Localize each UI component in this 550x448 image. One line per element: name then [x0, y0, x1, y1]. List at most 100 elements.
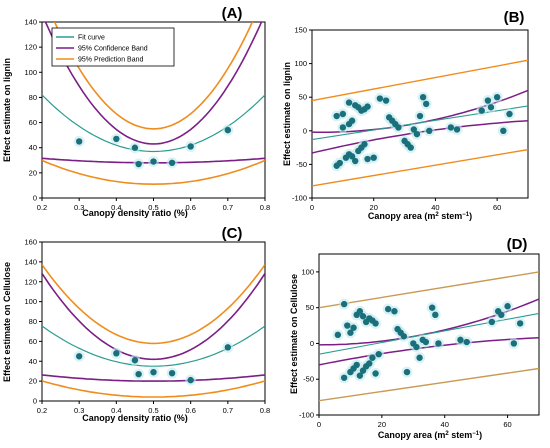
data-point: [150, 158, 157, 165]
prediction-band-upper: [319, 271, 539, 309]
x-axis-title: Canopy area (m2 stem−1): [368, 211, 472, 221]
x-tick-label: 60: [493, 203, 501, 212]
data-point: [131, 357, 139, 364]
data-point: [344, 322, 351, 329]
data-point: [339, 110, 347, 118]
x-axis-title-part: stem: [439, 211, 463, 221]
confidence-band-upper: [42, 272, 265, 361]
x-axis-title-part: stem: [449, 430, 473, 440]
y-tick-label: -50: [303, 375, 314, 384]
x-tick-label: 40: [431, 203, 439, 212]
x-tick-label: 0.6: [185, 203, 195, 212]
data-point: [395, 124, 402, 131]
data-point: [416, 112, 424, 120]
y-tick-label: 140: [24, 257, 37, 266]
y-tick-label: 40: [29, 357, 37, 366]
prediction-band-lower: [312, 148, 528, 187]
x-tick-label: 20: [378, 420, 386, 429]
y-tick-label: 120: [24, 43, 37, 52]
y-tick-label: 120: [24, 277, 37, 286]
data-point: [463, 338, 470, 346]
data-point: [504, 303, 511, 310]
confidence-band-lower: [319, 336, 539, 366]
x-tick-label: 0.5: [148, 203, 158, 212]
data-point: [478, 107, 485, 114]
x-tick-label: 0.7: [223, 203, 233, 212]
y-tick-label: 0: [303, 126, 307, 135]
panel-c: 0.2 0.3 0.4 0.5 0.6 0.7 0.8 0 20 40 60 80 100 120 140 1…: [2, 225, 270, 423]
y-tick-label: 0: [33, 397, 37, 406]
data-point: [364, 103, 371, 110]
data-point: [350, 324, 357, 331]
x-tick-label: 0.6: [185, 406, 195, 415]
confidence-band-upper: [44, 22, 263, 145]
data-point: [453, 126, 461, 133]
data-point: [187, 143, 194, 150]
data-point: [416, 354, 423, 361]
data-point: [340, 374, 348, 381]
y-tick-label: 150: [294, 26, 307, 35]
y-tick-label: 160: [24, 238, 37, 247]
y-tick-label: 20: [29, 377, 37, 386]
data-point: [347, 329, 354, 336]
y-axis-title: Effect estimate on lignin: [2, 58, 12, 162]
x-tick-label: 0.8: [260, 406, 270, 415]
data-point: [422, 338, 430, 346]
x-tick-label: 0.5: [148, 406, 158, 415]
data-point: [359, 313, 367, 320]
prediction-band-lower: [42, 380, 265, 398]
prediction-band-upper: [42, 264, 265, 345]
panel-label: (D): [507, 236, 528, 253]
data-point: [413, 130, 421, 138]
data-point: [510, 340, 518, 347]
data-point: [369, 354, 376, 361]
data-point: [353, 361, 360, 369]
data-point: [384, 305, 392, 313]
data-point: [426, 127, 433, 134]
data-point: [516, 320, 524, 327]
x-axis-title-part: ): [479, 430, 482, 440]
legend-label: Fit curve: [78, 35, 105, 42]
x-axis-title-part: ): [469, 211, 472, 221]
data-point: [348, 117, 356, 124]
data-point: [352, 157, 359, 165]
y-tick-label: 50: [299, 93, 307, 102]
data-point: [339, 124, 347, 131]
panel-a: 0.2 0.3 0.4 0.5 0.6 0.7 0.8 0 20 40 60 80 100 120 140 C…: [2, 5, 270, 218]
x-tick-label: 0.3: [74, 406, 84, 415]
y-tick-label: 140: [24, 18, 37, 27]
x-axis-title-sup: 2: [435, 212, 439, 218]
x-tick-label: 0.7: [223, 406, 233, 415]
y-tick-label: 0: [310, 339, 314, 348]
data-point: [361, 141, 368, 148]
prediction-band-lower: [42, 159, 265, 186]
data-point: [340, 300, 348, 308]
data-point: [345, 99, 353, 106]
data-point: [372, 320, 379, 327]
data-point: [356, 308, 364, 315]
prediction-band-upper: [312, 59, 528, 102]
x-axis-title-sup: −1: [462, 212, 470, 218]
data-point: [150, 368, 157, 376]
data-point: [498, 311, 505, 319]
x-tick-label: 0.3: [74, 203, 84, 212]
data-point: [135, 160, 142, 168]
y-tick-label: 50: [306, 303, 314, 312]
data-point: [364, 155, 371, 163]
x-tick-label: 20: [370, 203, 378, 212]
x-tick-label: 40: [441, 420, 449, 429]
data-point: [428, 304, 436, 311]
data-point: [457, 336, 464, 344]
x-tick-label: 0.4: [111, 406, 121, 415]
y-tick-label: 20: [29, 168, 37, 177]
x-axis-title: Canopy density ratio (%): [82, 413, 188, 423]
confidence-band-lower: [42, 374, 265, 382]
data-point: [131, 144, 139, 151]
x-axis-title-part: Canopy area (m: [368, 211, 436, 221]
panel-label: (C): [222, 225, 243, 242]
data-point: [224, 344, 232, 351]
y-tick-label: 80: [29, 317, 37, 326]
x-tick-label: 0.2: [37, 406, 47, 415]
data-point: [410, 126, 418, 133]
